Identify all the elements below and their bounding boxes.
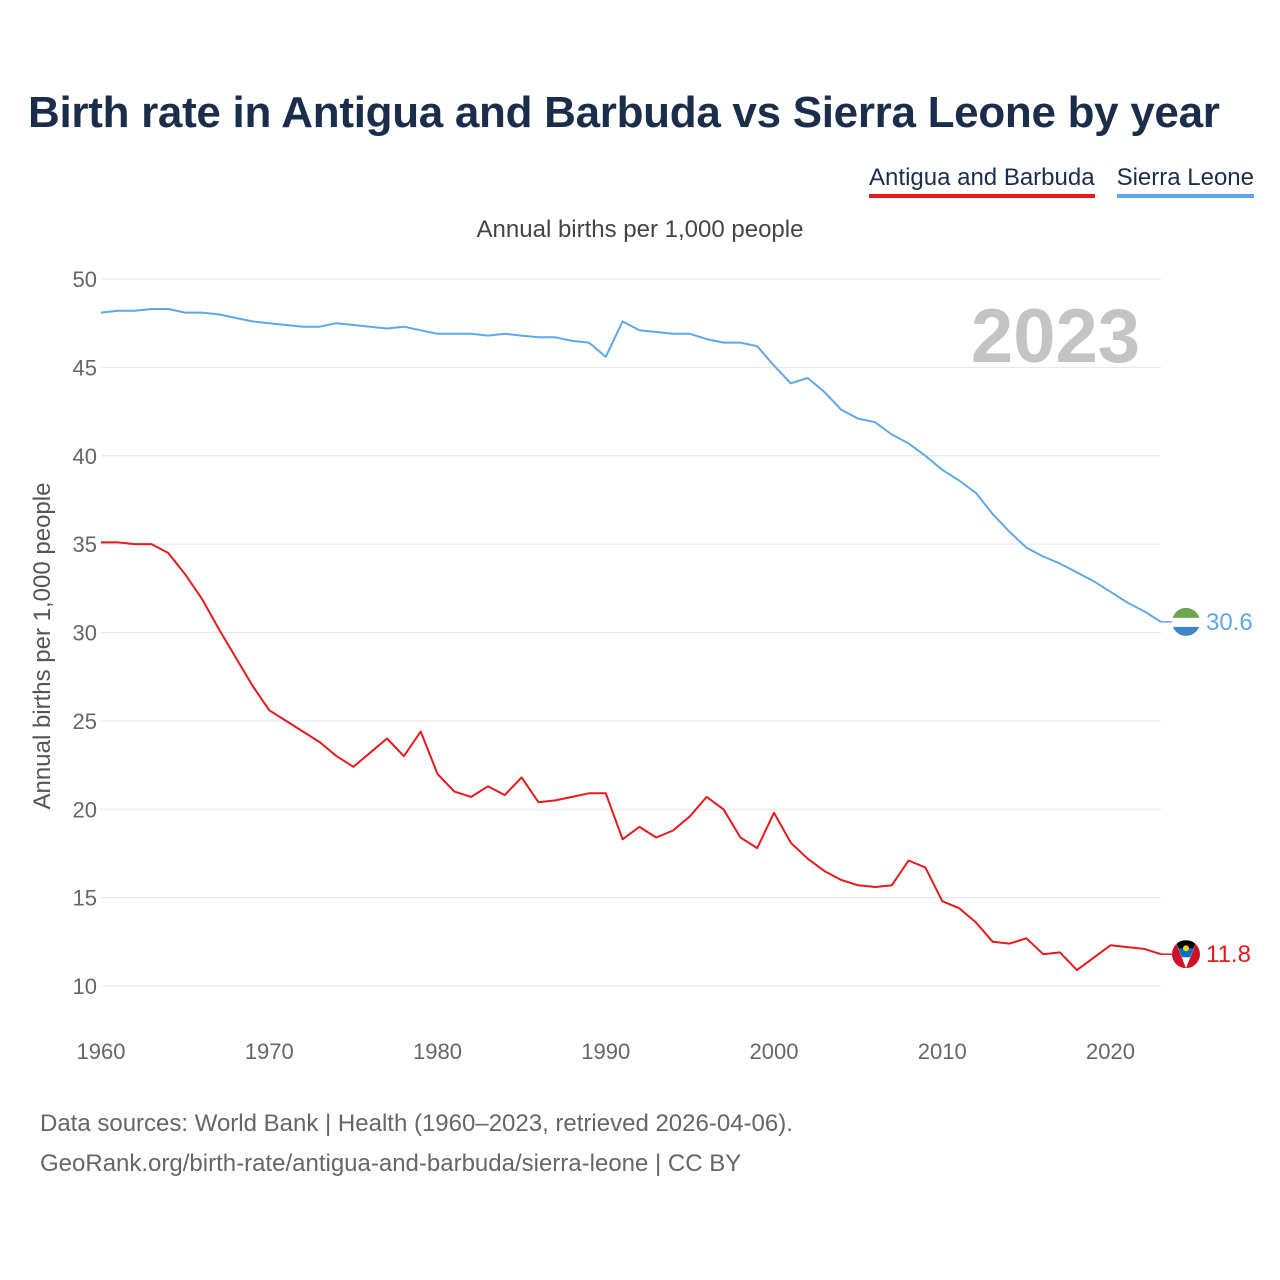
footer: Data sources: World Bank | Health (1960–…: [40, 1104, 793, 1184]
footer-link[interactable]: GeoRank.org/birth-rate/antigua-and-barbu…: [40, 1150, 742, 1177]
y-tick-label: 45: [73, 355, 97, 380]
y-tick-label: 10: [73, 974, 97, 999]
x-tick-label: 2020: [1086, 1039, 1135, 1064]
legend-item-antigua-and-barbuda[interactable]: Antigua and Barbuda: [869, 164, 1095, 198]
y-tick-label: 40: [73, 444, 97, 469]
chart-subtitle: Annual births per 1,000 people: [476, 216, 804, 243]
chart-title: Birth rate in Antigua and Barbuda vs Sie…: [28, 88, 1220, 137]
y-tick-label: 15: [73, 886, 97, 911]
legend: Antigua and Barbuda Sierra Leone: [869, 164, 1254, 198]
x-tick-label: 1970: [245, 1039, 294, 1064]
y-tick-label: 20: [73, 797, 97, 822]
y-tick-label: 35: [73, 532, 97, 557]
y-tick-label: 25: [73, 709, 97, 734]
y-tick-label: 30: [73, 621, 97, 646]
x-tick-label: 2000: [750, 1039, 799, 1064]
antigua-end-label: 11.8: [1206, 941, 1251, 968]
y-axis: 10 15 20 25 30 35 40 45 50: [73, 267, 97, 999]
gridlines: [101, 278, 1161, 987]
series-line-sierra-leone: [100, 308, 1162, 623]
y-tick-label: 50: [73, 267, 97, 292]
sierra-leone-end-label: 30.6: [1206, 609, 1253, 636]
legend-item-sierra-leone[interactable]: Sierra Leone: [1116, 164, 1254, 198]
antigua-and-barbuda-flag-icon[interactable]: [1172, 940, 1200, 969]
x-tick-label: 1990: [581, 1039, 630, 1064]
sierra-leone-flag-icon[interactable]: [1172, 607, 1200, 637]
x-tick-label: 1980: [413, 1039, 462, 1064]
footer-sources: Data sources: World Bank | Health (1960–…: [40, 1110, 793, 1137]
x-tick-label: 1960: [77, 1039, 126, 1064]
x-axis: 1960 1970 1980 1990 2000 2010 2020: [77, 1039, 1135, 1064]
series-line-antigua-and-barbuda: [101, 541, 1162, 972]
x-tick-label: 2010: [918, 1039, 967, 1064]
line-chart: 2023 10 15 20 25 30 35 40 45 50 1960 1970 1980 1990…: [29, 267, 1253, 1064]
series-lines: [100, 308, 1172, 972]
y-axis-label: Annual births per 1,000 people: [29, 483, 56, 810]
year-watermark: 2023: [971, 294, 1140, 379]
